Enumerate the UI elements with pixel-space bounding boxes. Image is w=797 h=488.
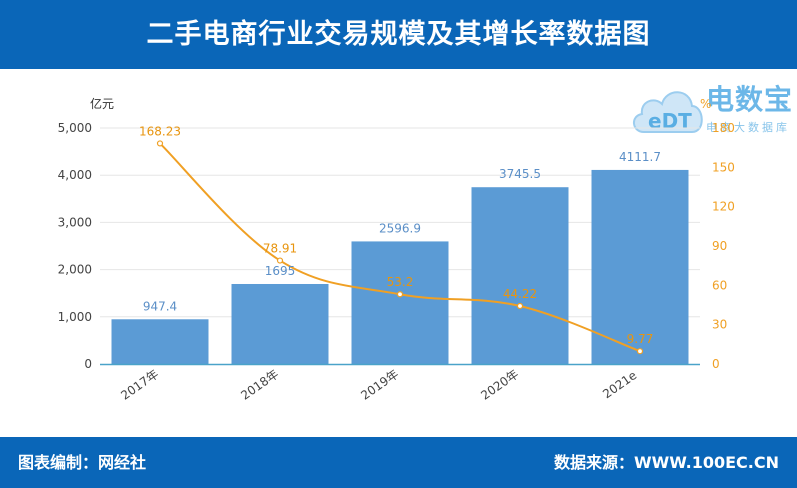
line-value-label: 168.23 [139,124,181,138]
dianshubao-logo: eDT 电数宝 电商大数据库 [628,74,797,138]
footer-bar: 图表编制：网经社 数据来源：WWW.100EC.CN [0,437,797,488]
y-right-tick-label: 60 [712,278,727,292]
line-point [276,257,284,264]
x-tick-label: 2020年 [478,367,521,403]
footer-data-source: 数据来源：WWW.100EC.CN [553,453,779,472]
y-left-tick-label: 2,000 [58,263,92,277]
logo-badge: eDT [648,109,692,133]
line-point [516,302,524,310]
y-left-tick-label: 0 [84,357,92,371]
line-value-label: 44.22 [503,287,537,301]
line-point [156,140,164,147]
x-tick-label: 2021e [600,368,639,401]
footer-source-editor: 图表编制：网经社 [18,453,147,472]
chart-title-bar: 二手电商行业交易规模及其增长率数据图 [0,0,797,69]
y-right-unit: % [700,97,711,111]
line-series [156,140,644,355]
y-right-tick-label: 180 [712,121,735,135]
bar-value-label: 4111.7 [619,150,661,164]
combo-chart: 0 1,000 2,000 3,000 4,000 5,000 0 30 60 90 120 150 1… [58,96,735,403]
y-right-tick-label: 150 [712,160,735,174]
line-value-label: 53.2 [387,275,414,289]
line-value-label: 78.91 [263,242,297,256]
bar-value-label: 1695 [265,264,296,278]
chart-title: 二手电商行业交易规模及其增长率数据图 [146,19,651,50]
x-tick-label: 2018年 [238,367,281,403]
bar [471,187,569,364]
x-tick-label: 2019年 [358,367,401,403]
y-left-tick-label: 4,000 [58,168,92,182]
bar [351,241,449,364]
bar [591,169,689,364]
x-tick-label: 2017年 [118,367,161,403]
cloud-icon: eDT [633,91,703,133]
bar [111,319,209,364]
y-right-tick-label: 120 [712,200,735,214]
logo-brand: 电数宝 [706,83,794,116]
bar [231,283,329,364]
logo-subtitle: 电商大数据库 [706,121,790,134]
y-left-tick-label: 3,000 [58,215,92,229]
line-value-label: 9.77 [627,332,654,346]
bar-series [111,169,689,364]
bar-value-label: 947.4 [143,299,177,313]
y-right-tick-label: 30 [712,318,727,332]
y-left-unit: 亿元 [90,96,114,111]
y-right-tick-label: 90 [712,239,727,253]
data-labels: 947.4 1695 2596.9 3745.5 4111.7 168.23 78.91 53… [139,124,661,346]
y-right-tick-label: 0 [712,357,720,371]
y-left-tick-label: 5,000 [58,121,92,135]
line-point [636,348,644,355]
y-left-tick-label: 1,000 [58,310,92,324]
line-point [396,291,404,298]
bar-value-label: 3745.5 [499,167,541,181]
bar-value-label: 2596.9 [379,221,421,235]
